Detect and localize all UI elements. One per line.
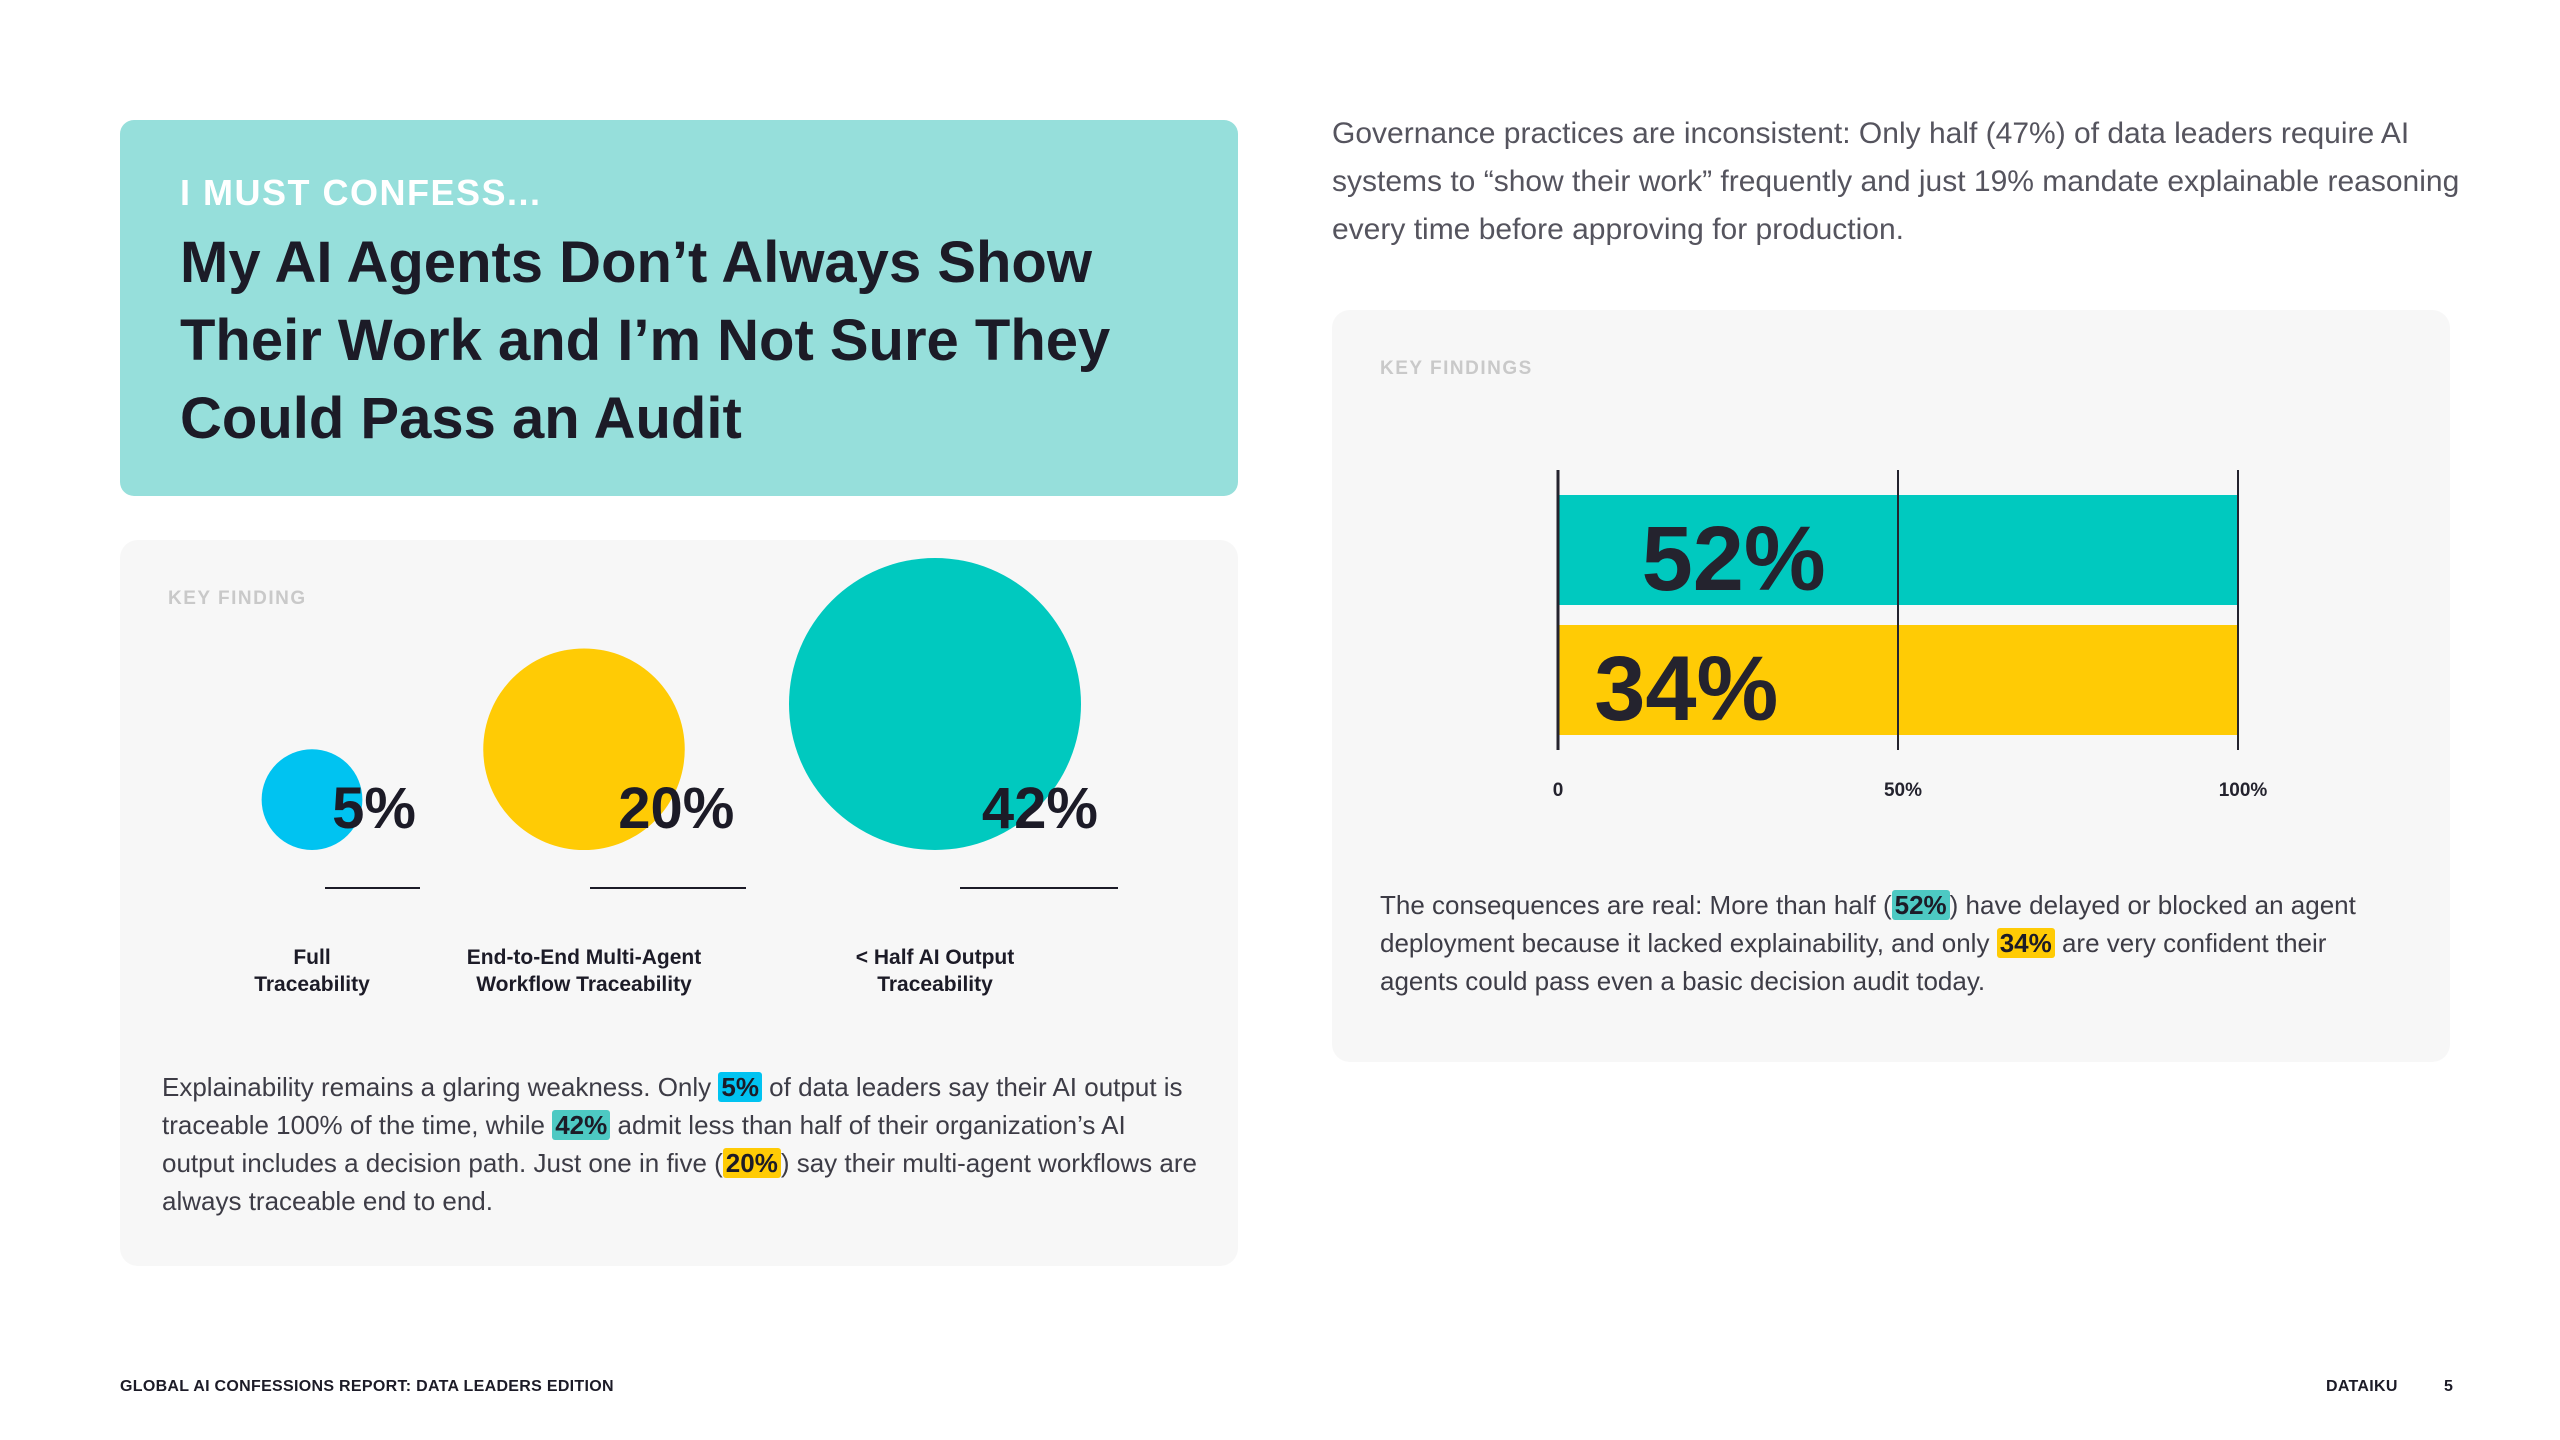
key-finding-paragraph: Explainability remains a glaring weaknes… bbox=[162, 1068, 1202, 1220]
footer-brand: DATAIKU bbox=[2326, 1378, 2398, 1395]
bubble-category-label: Full Traceability bbox=[254, 944, 370, 998]
footer-page-number: 5 bbox=[2444, 1378, 2454, 1395]
text-run: The consequences are real: More than hal… bbox=[1380, 890, 1892, 920]
highlight-5-percent: 5% bbox=[718, 1072, 762, 1102]
bubble-chart: 5% 20% 42% bbox=[261, 558, 1118, 889]
x-tick-label: 100% bbox=[2219, 780, 2268, 801]
bubble bbox=[483, 648, 685, 850]
footer-report-title: GLOBAL AI CONFESSIONS REPORT: DATA LEADE… bbox=[120, 1378, 614, 1395]
key-finding-label: KEY FINDING bbox=[168, 588, 307, 609]
hero-banner: I MUST CONFESS... My AI Agents Don’t Alw… bbox=[120, 120, 1238, 496]
key-finding-card: KEY FINDING 5% 20% 42% Full Traceability E… bbox=[120, 540, 1238, 1266]
bubble-category-label: < Half AI Output Traceability bbox=[856, 944, 1014, 998]
highlight-42-percent: 42% bbox=[552, 1110, 611, 1140]
text-run: are very confident their agents could pa… bbox=[1380, 928, 2327, 996]
page-title: My AI Agents Don’t Always Show Their Wor… bbox=[180, 230, 1111, 451]
bubble-value-label: 42% bbox=[982, 776, 1098, 841]
bubble-series: 5% 20% 42% bbox=[261, 558, 1118, 889]
bar-value-label: 34% bbox=[1594, 638, 1778, 740]
bubble bbox=[261, 749, 363, 850]
text-run: ) have delayed or blocked an agent deplo… bbox=[1380, 890, 2356, 958]
bubble-category-line: Traceability bbox=[254, 973, 370, 996]
intro-paragraph: Governance practices are inconsistent: O… bbox=[1332, 117, 2460, 246]
bubble-category-line: Workflow Traceability bbox=[476, 973, 692, 996]
bubble-category-line: End-to-End Multi-Agent bbox=[466, 946, 702, 969]
text-run: admit less than half of their organizati… bbox=[162, 1110, 1126, 1178]
key-findings-label: KEY FINDINGS bbox=[1380, 358, 1533, 379]
bar-series: 52% 34% 0 50% 100% bbox=[1553, 470, 2268, 801]
bubble bbox=[789, 558, 1081, 850]
text-run: of data leaders say their AI output is t… bbox=[162, 1072, 1183, 1140]
highlight-52-percent: 52% bbox=[1891, 890, 1950, 920]
bubble-value-label: 5% bbox=[332, 776, 416, 841]
bubble-category-label: End-to-End Multi-Agent Workflow Traceabi… bbox=[467, 944, 701, 998]
bubble-category-line: < Half AI Output bbox=[855, 946, 1015, 969]
key-findings-card: KEY FINDINGS 52% 34% 0 50% 100% The conseque… bbox=[1332, 310, 2450, 1062]
bar-chart: 52% 34% 0 50% 100% bbox=[1553, 470, 2268, 801]
bubble-category-line: Traceability bbox=[877, 973, 993, 996]
key-findings-paragraph: The consequences are real: More than hal… bbox=[1380, 886, 2410, 1000]
text-run: Explainability remains a glaring weaknes… bbox=[162, 1072, 719, 1102]
highlight-34-percent: 34% bbox=[1996, 928, 2055, 958]
x-tick-label: 0 bbox=[1553, 780, 1564, 801]
bubble-category-line: Full bbox=[293, 946, 331, 969]
bar-value-label: 52% bbox=[1642, 508, 1826, 610]
bubble-value-label: 20% bbox=[618, 776, 734, 841]
hero-kicker: I MUST CONFESS... bbox=[180, 172, 542, 213]
text-run: ) say their multi-agent workflows are al… bbox=[162, 1148, 1197, 1216]
x-tick-label: 50% bbox=[1884, 780, 1922, 801]
highlight-20-percent: 20% bbox=[722, 1148, 781, 1178]
